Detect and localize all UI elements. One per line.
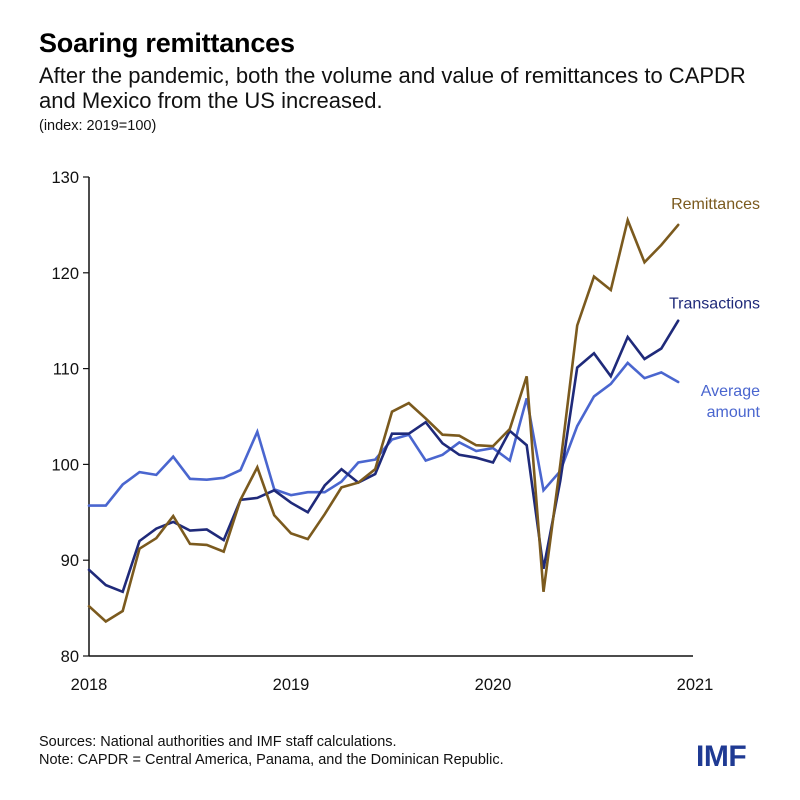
series-label-average-amount: Average — [701, 383, 760, 400]
series-label-remittances: Remittances — [671, 196, 760, 213]
axes: 80 90 100 110 120 130 2018 2019 2020 2021 — [51, 169, 713, 694]
sources-note: Sources: National authorities and IMF st… — [39, 734, 397, 750]
y-tick-label: 130 — [51, 169, 79, 187]
footer-notes: Sources: National authorities and IMF st… — [39, 733, 504, 769]
y-tick-label: 110 — [53, 361, 79, 379]
x-tick-label: 2019 — [273, 676, 310, 694]
y-tick-label: 80 — [61, 648, 79, 666]
unit-note: (index: 2019=100) — [39, 118, 157, 134]
y-tick-label: 90 — [61, 552, 79, 570]
x-tick-label: 2020 — [475, 676, 512, 694]
imf-logo: IMF — [696, 740, 747, 773]
chart-subtitle: After the pandemic, both the volume and … — [39, 63, 746, 113]
chart-title: Soaring remittances — [39, 28, 295, 58]
y-tick-label: 100 — [51, 456, 79, 474]
series-line-remittances — [87, 215, 680, 624]
series-label-average-amount: amount — [707, 404, 761, 421]
capdr-note: Note: CAPDR = Central America, Panama, a… — [39, 752, 504, 768]
series-labels: Remittances Transactions Average amount — [669, 196, 761, 421]
x-tick-label: 2021 — [677, 676, 714, 694]
series-lines — [87, 215, 680, 624]
series-label-transactions: Transactions — [669, 296, 760, 313]
y-tick-label: 120 — [51, 265, 79, 283]
series-line-average-amount — [87, 361, 680, 507]
x-tick-label: 2018 — [71, 676, 108, 694]
series-line-transactions — [87, 319, 680, 594]
